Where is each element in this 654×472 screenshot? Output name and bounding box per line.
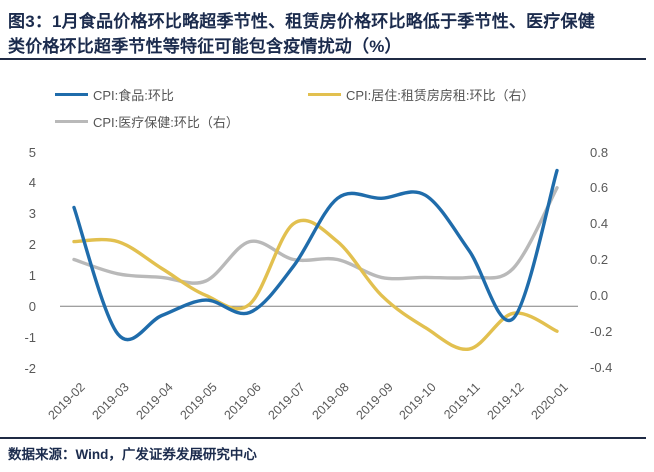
food-cpi-line (72, 168, 559, 342)
left-axis-tick: 5 (28, 144, 36, 160)
figure-title-line1: 图3：1月食品价格环比略超季节性、租赁房价格环比略低于季节性、医疗保健 (8, 12, 595, 31)
legend-item-food: CPI:食品:环比 (55, 87, 174, 103)
right-axis-tick: -0.4 (590, 359, 613, 375)
right-axis-tick: 0.6 (590, 180, 609, 196)
right-axis-tick: 0.8 (590, 144, 609, 160)
legend-label-food: CPI:食品:环比 (93, 88, 174, 103)
left-axis-tick: -1 (24, 329, 36, 345)
legend-item-rent: CPI:居住:租赁房房租:环比（右） (308, 87, 535, 103)
data-source: 数据来源：Wind，广发证券发展研究中心 (8, 447, 257, 462)
right-axis-tick: 0.4 (590, 216, 609, 232)
right-axis-tick: -0.2 (590, 323, 613, 339)
left-axis-tick: 0 (28, 298, 36, 314)
footer-divider (0, 437, 646, 439)
healthcare-cpi-line (72, 186, 559, 285)
rent-cpi-line (72, 218, 559, 351)
left-axis-tick: 3 (28, 206, 36, 222)
legend-swatch-blue (55, 92, 88, 97)
legend-item-healthcare: CPI:医疗保健:环比（右） (55, 114, 239, 130)
figure-title-line2: 类价格环比超季节性等特征可能包含疫情扰动（%） (8, 37, 402, 56)
legend-swatch-gray (55, 119, 88, 124)
left-axis-tick: 1 (28, 267, 36, 283)
legend-swatch-yellow (308, 92, 341, 97)
left-axis-tick: -2 (24, 360, 36, 376)
right-axis-tick: 0.2 (590, 252, 609, 267)
figure-title: 图3：1月食品价格环比略超季节性、租赁房价格环比略低于季节性、医疗保健 类价格环… (8, 9, 648, 59)
legend-label-healthcare: CPI:医疗保健:环比（右） (93, 115, 239, 130)
legend-label-rent: CPI:居住:租赁房房租:环比（右） (346, 88, 535, 103)
left-axis-tick: 4 (28, 175, 36, 191)
left-axis-tick: 2 (28, 237, 36, 253)
title-divider (0, 58, 646, 60)
right-axis-tick: 0.0 (590, 287, 609, 303)
